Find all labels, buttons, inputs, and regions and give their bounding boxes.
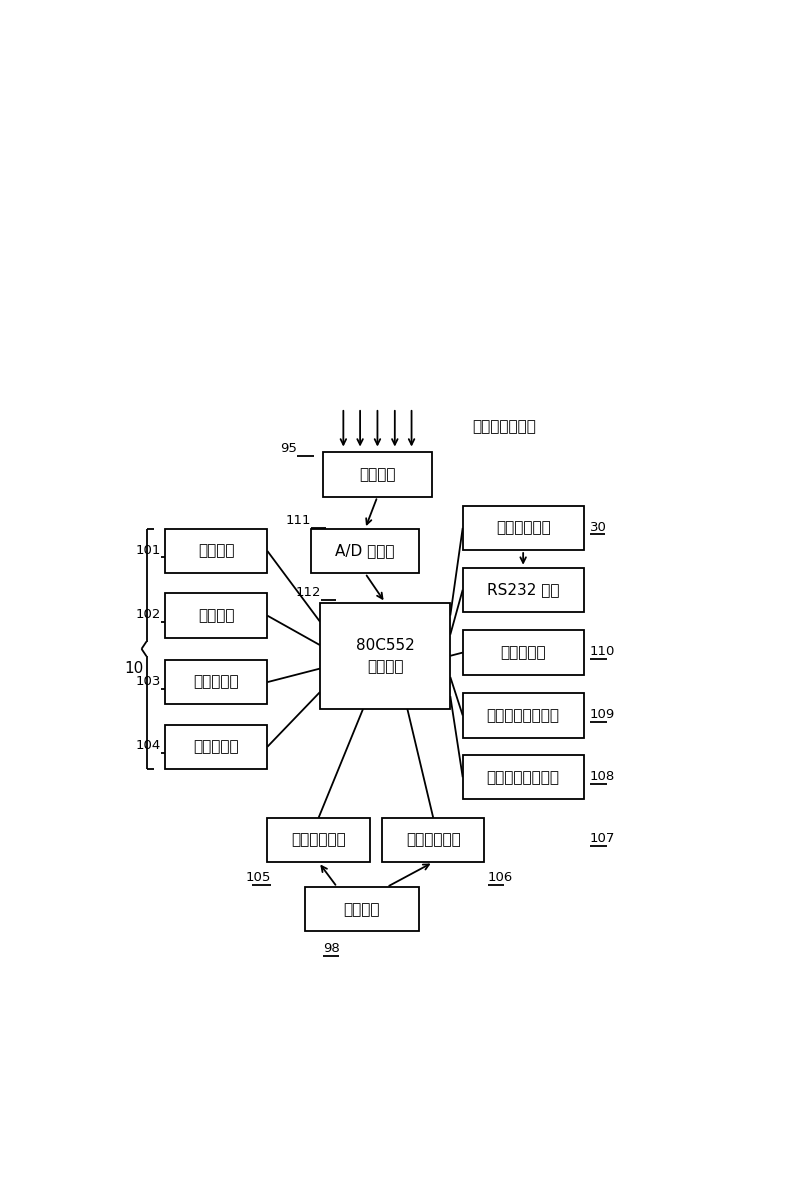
Bar	[462, 693, 584, 737]
Text: 程序存储器: 程序存储器	[194, 675, 239, 689]
Text: 109: 109	[590, 707, 615, 721]
Text: 10: 10	[124, 661, 143, 676]
Text: 随行电缆: 随行电缆	[359, 466, 396, 482]
Text: 电压测量电路: 电压测量电路	[406, 832, 461, 848]
Text: 各种传感器信号: 各种传感器信号	[472, 418, 536, 434]
Text: 牵引机正反转开关: 牵引机正反转开关	[486, 707, 560, 723]
Bar	[165, 659, 267, 704]
Text: 111: 111	[286, 514, 310, 528]
Text: 充放电开关: 充放电开关	[500, 645, 546, 661]
Text: 30: 30	[590, 520, 606, 534]
Bar	[323, 452, 432, 496]
Text: 103: 103	[135, 675, 161, 688]
Text: 时钟电路: 时钟电路	[198, 608, 234, 623]
Text: 107: 107	[590, 832, 615, 844]
Text: 晶振电路: 晶振电路	[198, 543, 234, 559]
Text: 106: 106	[487, 872, 513, 885]
Bar	[320, 603, 450, 709]
Text: 104: 104	[135, 740, 161, 752]
Text: 101: 101	[135, 543, 161, 556]
Bar	[165, 594, 267, 638]
Text: 112: 112	[295, 586, 321, 600]
Text: 80C552
微控制器: 80C552 微控制器	[356, 638, 414, 674]
Text: 98: 98	[323, 942, 340, 956]
Text: 110: 110	[590, 645, 615, 658]
Bar	[165, 724, 267, 769]
Text: 数据存储器: 数据存储器	[194, 740, 239, 754]
Text: 108: 108	[590, 770, 615, 783]
Text: A/D 转换器: A/D 转换器	[335, 543, 395, 559]
Bar	[165, 529, 267, 573]
Bar	[305, 887, 419, 932]
Text: 95: 95	[280, 442, 297, 456]
Bar	[462, 506, 584, 550]
Bar	[267, 818, 370, 862]
Bar	[382, 818, 485, 862]
Bar	[462, 631, 584, 675]
Text: 牵引机调压控制器: 牵引机调压控制器	[486, 770, 560, 784]
Bar	[462, 755, 584, 800]
Bar	[310, 529, 419, 573]
Text: 铅蓄电池: 铅蓄电池	[344, 902, 380, 917]
Text: 无线通讯装置: 无线通讯装置	[496, 520, 550, 536]
Text: 102: 102	[135, 608, 161, 621]
Text: 电压转换电路: 电压转换电路	[291, 832, 346, 848]
Text: 105: 105	[245, 872, 270, 885]
Bar	[462, 567, 584, 611]
Text: RS232 接口: RS232 接口	[487, 583, 559, 597]
